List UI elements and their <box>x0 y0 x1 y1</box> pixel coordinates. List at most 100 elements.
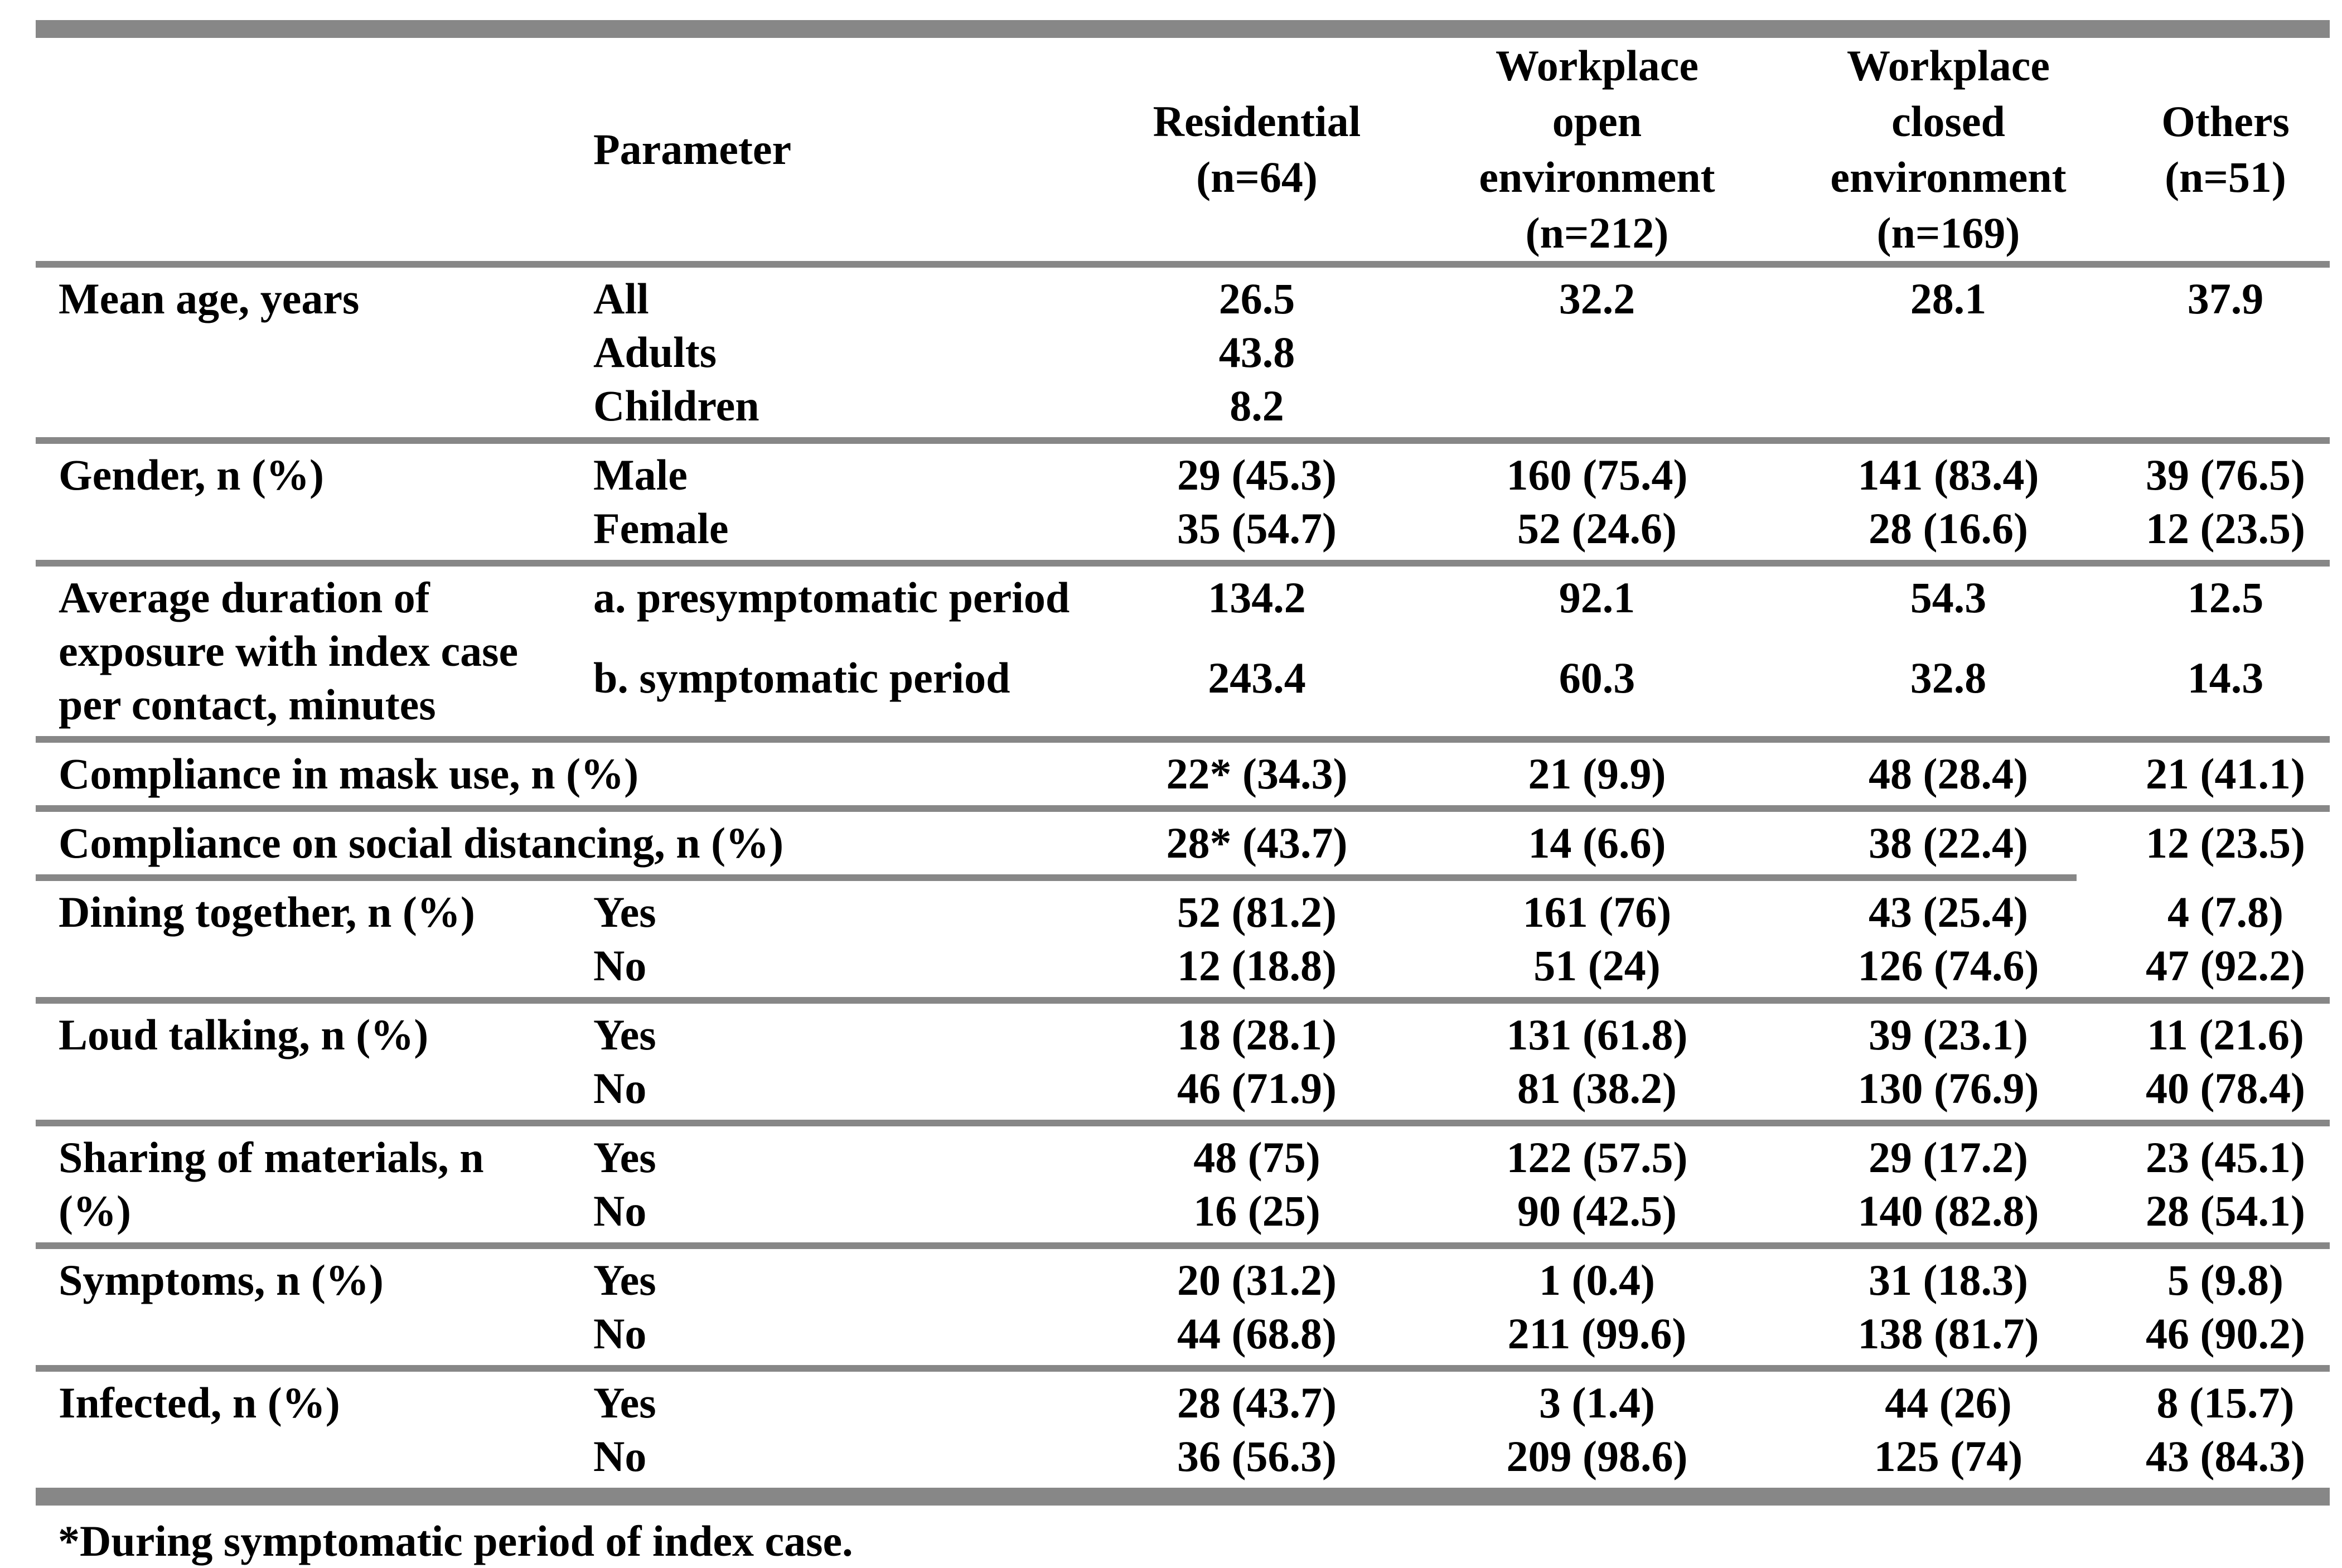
table-section: Compliance in mask use, n (%) 22* (34.3) 2… <box>36 736 2330 805</box>
value-cell: 141 (83.4) <box>1857 451 2039 499</box>
table-footnote: *During symptomatic period of index case… <box>58 1517 853 1565</box>
value-cell: 29 (45.3) <box>1177 451 1337 499</box>
parameter-label: Yes <box>593 1256 656 1304</box>
value-cell: 36 (56.3) <box>1177 1432 1337 1480</box>
value-cell: 21 (9.9) <box>1528 749 1666 798</box>
table-body: Mean age, years All 26.5 32.2 28.1 37.9 Adults… <box>36 261 2330 1488</box>
value-cell: 243.4 <box>1208 654 1306 702</box>
value-cell: 44 (68.8) <box>1177 1309 1337 1358</box>
value-cell: 18 (28.1) <box>1177 1010 1337 1059</box>
value-cell: 211 (99.6) <box>1507 1309 1687 1358</box>
row-label: Sharing of materials, n (%) <box>59 1133 484 1235</box>
value-cell: 81 (38.2) <box>1517 1064 1677 1112</box>
table-section: Sharing of materials, n (%) Yes 48 (75) 122… <box>36 1120 2330 1242</box>
value-cell: 38 (22.4) <box>1869 819 2028 867</box>
value-cell: 21 (41.1) <box>2146 749 2305 798</box>
value-cell: 11 (21.6) <box>2147 1010 2304 1059</box>
table-bottom-rule <box>36 1488 2330 1506</box>
value-cell: 122 (57.5) <box>1506 1133 1688 1182</box>
value-cell: 5 (9.8) <box>2167 1256 2283 1304</box>
value-cell: 140 (82.8) <box>1857 1187 2039 1235</box>
row-label: Average duration of exposure with index … <box>59 573 519 729</box>
header-workplace-closed: Workplace closed environment (n=169) <box>1830 41 2067 257</box>
value-cell: 209 (98.6) <box>1506 1432 1688 1480</box>
value-cell: 12.5 <box>2187 573 2264 622</box>
value-cell: 8.2 <box>1230 381 1284 430</box>
parameter-label: Yes <box>593 1133 656 1182</box>
value-cell: 40 (78.4) <box>2146 1064 2305 1112</box>
row-label: Dining together, n (%) <box>59 888 475 936</box>
value-cell: 134.2 <box>1208 573 1306 622</box>
value-cell: 43 (25.4) <box>1869 888 2028 936</box>
value-cell: 92.1 <box>1559 573 1635 622</box>
row-label: Gender, n (%) <box>59 451 324 499</box>
value-cell: 12 (23.5) <box>2146 819 2305 867</box>
value-cell: 26.5 <box>1218 274 1295 323</box>
header-residential: Residential (n=64) <box>1153 97 1361 201</box>
value-cell: 161 (76) <box>1522 888 1672 936</box>
parameter-label: Yes <box>593 888 656 936</box>
table-top-rule <box>36 20 2330 38</box>
value-cell: 160 (75.4) <box>1506 451 1688 499</box>
value-cell: 22* (34.3) <box>1166 749 1348 798</box>
header-parameter: Parameter <box>593 125 792 173</box>
header-workplace-open: Workplace open environment (n=212) <box>1479 41 1715 257</box>
value-cell: 43.8 <box>1218 328 1295 376</box>
table-header-row: Parameter Residential (n=64) Workplace o… <box>36 38 2330 261</box>
parameter-label: b. symptomatic period <box>593 654 1010 702</box>
row-label: Loud talking, n (%) <box>59 1010 429 1059</box>
value-cell: 29 (17.2) <box>1869 1133 2028 1182</box>
value-cell: 48 (75) <box>1193 1133 1320 1182</box>
value-cell: 54.3 <box>1910 573 1987 622</box>
parameter-label: a. presymptomatic period <box>593 573 1070 622</box>
value-cell: 8 (15.7) <box>2156 1378 2295 1427</box>
value-cell: 39 (23.1) <box>1869 1010 2028 1059</box>
value-cell: 44 (26) <box>1885 1378 2012 1427</box>
parameter-label: Adults <box>593 328 717 376</box>
value-cell: 131 (61.8) <box>1506 1010 1688 1059</box>
value-cell: 3 (1.4) <box>1539 1378 1655 1427</box>
parameter-label: Yes <box>593 1010 656 1059</box>
value-cell: 14.3 <box>2187 654 2264 702</box>
value-cell: 35 (54.7) <box>1177 504 1337 553</box>
header-others: Others (n=51) <box>2161 97 2290 201</box>
value-cell: 125 (74) <box>1874 1432 2023 1480</box>
value-cell: 12 (23.5) <box>2146 504 2305 553</box>
parameter-label: Female <box>593 504 729 553</box>
parameter-label: Yes <box>593 1378 656 1427</box>
value-cell: 43 (84.3) <box>2146 1432 2305 1480</box>
parameter-label: No <box>593 1432 647 1480</box>
value-cell: 46 (90.2) <box>2146 1309 2305 1358</box>
parameter-label: Male <box>593 451 688 499</box>
table-section: Mean age, years All 26.5 32.2 28.1 37.9 Adults… <box>36 261 2330 437</box>
value-cell: 37.9 <box>2187 274 2264 323</box>
row-label: Infected, n (%) <box>59 1378 340 1427</box>
value-cell: 4 (7.8) <box>2167 888 2283 936</box>
short-section-rule <box>36 874 2077 881</box>
value-cell: 28 (16.6) <box>1869 504 2028 553</box>
parameter-label: No <box>593 1064 647 1112</box>
value-cell: 52 (24.6) <box>1517 504 1677 553</box>
value-cell: 126 (74.6) <box>1857 941 2039 990</box>
value-cell: 12 (18.8) <box>1177 941 1337 990</box>
value-cell: 48 (28.4) <box>1869 749 2028 798</box>
parameter-label: Children <box>593 381 759 430</box>
value-cell: 32.2 <box>1559 274 1635 323</box>
value-cell: 16 (25) <box>1193 1187 1320 1235</box>
table-section: Infected, n (%) Yes 28 (43.7) 3 (1.4) 44 (26… <box>36 1365 2330 1488</box>
table-section: Dining together, n (%) Yes 52 (81.2) 161 (7… <box>36 881 2330 997</box>
value-cell: 60.3 <box>1559 654 1635 702</box>
value-cell: 46 (71.9) <box>1177 1064 1337 1112</box>
value-cell: 28* (43.7) <box>1166 819 1348 867</box>
value-cell: 138 (81.7) <box>1857 1309 2039 1358</box>
parameter-label: No <box>593 1187 647 1235</box>
value-cell: 90 (42.5) <box>1517 1187 1677 1235</box>
value-cell: 14 (6.6) <box>1528 819 1666 867</box>
table-section: Loud talking, n (%) Yes 18 (28.1) 131 (61.8… <box>36 997 2330 1120</box>
value-cell: 28 (43.7) <box>1177 1378 1337 1427</box>
value-cell: 31 (18.3) <box>1869 1256 2028 1304</box>
table-section: Compliance on social distancing, n (%) 28… <box>36 805 2330 874</box>
value-cell: 1 (0.4) <box>1539 1256 1655 1304</box>
value-cell: 39 (76.5) <box>2146 451 2305 499</box>
